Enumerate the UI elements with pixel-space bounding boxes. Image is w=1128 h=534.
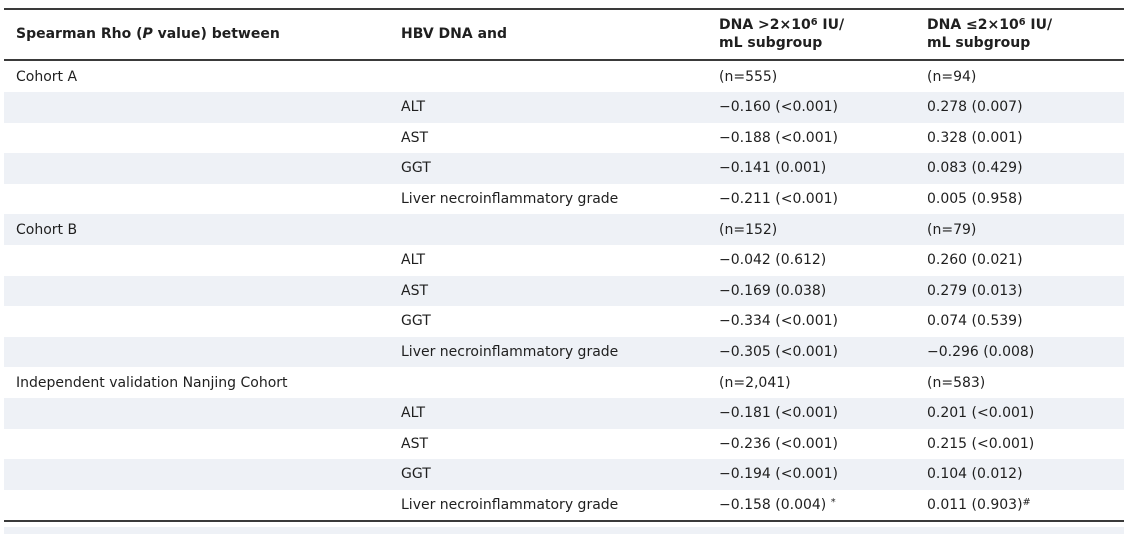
table-row: GGT −0.141 (0.001) 0.083 (0.429) <box>4 153 1124 184</box>
variable-cell: AST <box>401 282 429 299</box>
row-label-cell: Independent validation Nanjing Cohort <box>16 374 288 391</box>
variable-cell <box>393 214 711 245</box>
dna-low-subgroup-header: DNA ≤2×106 IU/mL subgroup <box>919 7 1124 62</box>
subgroup-high-value-cell: −0.181 (<0.001) <box>719 405 838 422</box>
table-row: GGT −0.334 (<0.001) 0.074 (0.539) <box>4 306 1124 337</box>
row-label-cell <box>4 153 393 184</box>
table-row: AST −0.169 (0.038) 0.279 (0.013) <box>4 275 1124 307</box>
footnote-stripe <box>4 527 1124 534</box>
variable-cell: Liver necroinflammatory grade <box>393 489 711 523</box>
variable-cell: GGT <box>401 160 431 177</box>
table-row: ALT −0.042 (0.612) 0.260 (0.021) <box>4 245 1124 276</box>
variable-cell: ALT <box>401 252 426 269</box>
table-row: AST −0.236 (<0.001) 0.215 (<0.001) <box>4 429 1124 460</box>
subgroup-low-value-cell: (n=94) <box>927 68 977 85</box>
subgroup-high-value-cell: −0.236 (<0.001) <box>719 435 838 452</box>
subgroup-high-value-cell: (n=152) <box>719 221 778 238</box>
row-label-cell <box>4 184 393 215</box>
subgroup-low-value-cell: 0.074 (0.539) <box>927 313 1023 330</box>
row-label-cell <box>4 92 393 123</box>
subgroup-low-value-cell: 0.083 (0.429) <box>927 160 1023 177</box>
subgroup-low-value-cell: 0.215 (<0.001) <box>927 435 1035 452</box>
subgroup-low-value-cell: −0.296 (0.008) <box>927 344 1035 361</box>
subgroup-low-value-cell: 0.279 (0.013) <box>927 282 1023 299</box>
table-row: Cohort A (n=555) (n=94) <box>4 60 1124 92</box>
variable-cell: Liver necroinflammatory grade <box>401 191 619 208</box>
subgroup-low-value-cell: 0.011 (0.903)# <box>919 489 1124 523</box>
row-label-cell <box>4 306 393 337</box>
subgroup-high-value-cell: −0.334 (<0.001) <box>719 313 838 330</box>
subgroup-low-value-cell: 0.278 (0.007) <box>927 99 1023 116</box>
variable-cell: ALT <box>401 99 426 116</box>
row-label-cell <box>4 123 393 154</box>
table-row: ALT −0.181 (<0.001) 0.201 (<0.001) <box>4 397 1124 429</box>
row-label-cell <box>4 337 393 368</box>
table-row: Liver necroinflammatory grade −0.211 (<0.… <box>4 184 1124 215</box>
subgroup-high-value-cell: (n=2,041) <box>719 374 791 391</box>
subgroup-low-value-cell: 0.201 (<0.001) <box>927 405 1035 422</box>
subgroup-high-value-cell: −0.160 (<0.001) <box>719 99 838 116</box>
row-label-cell <box>4 489 393 523</box>
variable-cell: Liver necroinflammatory grade <box>401 344 619 361</box>
table-row: Cohort B (n=152) (n=79) <box>4 214 1124 245</box>
subgroup-high-value-cell: −0.158 (0.004) * <box>711 489 919 523</box>
table-row: GGT −0.194 (<0.001) 0.104 (0.012) <box>4 459 1124 490</box>
row-label-cell <box>4 429 393 460</box>
variable-cell: ALT <box>401 405 426 422</box>
subgroup-low-value-cell: (n=583) <box>927 374 986 391</box>
variable-cell: GGT <box>401 466 431 483</box>
row-label-cell: Cohort A <box>16 68 78 85</box>
subgroup-low-value-cell: (n=79) <box>927 221 977 238</box>
subgroup-high-value-cell: (n=555) <box>719 68 778 85</box>
header-row: Spearman Rho (P value) between HBV DNA an… <box>4 7 1124 62</box>
row-label-cell <box>4 398 393 429</box>
table-row: Liver necroinflammatory grade −0.158 (0.0… <box>4 489 1124 523</box>
row-label-cell <box>4 459 393 490</box>
table-row: AST −0.188 (<0.001) 0.328 (0.001) <box>4 123 1124 154</box>
subgroup-high-value-cell: −0.305 (<0.001) <box>719 344 838 361</box>
hbv-dna-header: HBV DNA and <box>393 7 711 62</box>
subgroup-low-value-cell: 0.328 (0.001) <box>927 129 1023 146</box>
table-row: Independent validation Nanjing Cohort (n=… <box>4 367 1124 398</box>
subgroup-low-value-cell: 0.005 (0.958) <box>927 191 1023 208</box>
variable-cell <box>393 367 711 398</box>
variable-cell: GGT <box>401 313 431 330</box>
table-row: Liver necroinflammatory grade −0.305 (<0.… <box>4 336 1124 368</box>
dna-high-subgroup-header: DNA >2×106 IU/mL subgroup <box>711 7 919 62</box>
spearman-rho-header: Spearman Rho (P value) between <box>4 7 393 62</box>
spearman-correlation-table: Spearman Rho (P value) between HBV DNA an… <box>4 7 1124 523</box>
subgroup-high-value-cell: −0.042 (0.612) <box>719 252 827 269</box>
subgroup-high-value-cell: −0.141 (0.001) <box>719 160 827 177</box>
table-body: Cohort A (n=555) (n=94) ALT −0.160 (<0.001) 0… <box>4 60 1124 523</box>
variable-cell: AST <box>401 129 429 146</box>
row-label-cell: Cohort B <box>16 221 78 238</box>
subgroup-high-value-cell: −0.188 (<0.001) <box>719 129 838 146</box>
subgroup-low-value-cell: 0.104 (0.012) <box>927 466 1023 483</box>
row-label-cell <box>4 245 393 276</box>
subgroup-high-value-cell: −0.194 (<0.001) <box>719 466 838 483</box>
table-row: ALT −0.160 (<0.001) 0.278 (0.007) <box>4 91 1124 123</box>
table-header: Spearman Rho (P value) between HBV DNA an… <box>4 7 1124 62</box>
subgroup-low-value-cell: 0.260 (0.021) <box>927 252 1023 269</box>
variable-cell <box>393 60 711 92</box>
row-label-cell <box>4 276 393 307</box>
subgroup-high-value-cell: −0.169 (0.038) <box>719 282 827 299</box>
subgroup-high-value-cell: −0.211 (<0.001) <box>719 191 838 208</box>
variable-cell: AST <box>401 435 429 452</box>
